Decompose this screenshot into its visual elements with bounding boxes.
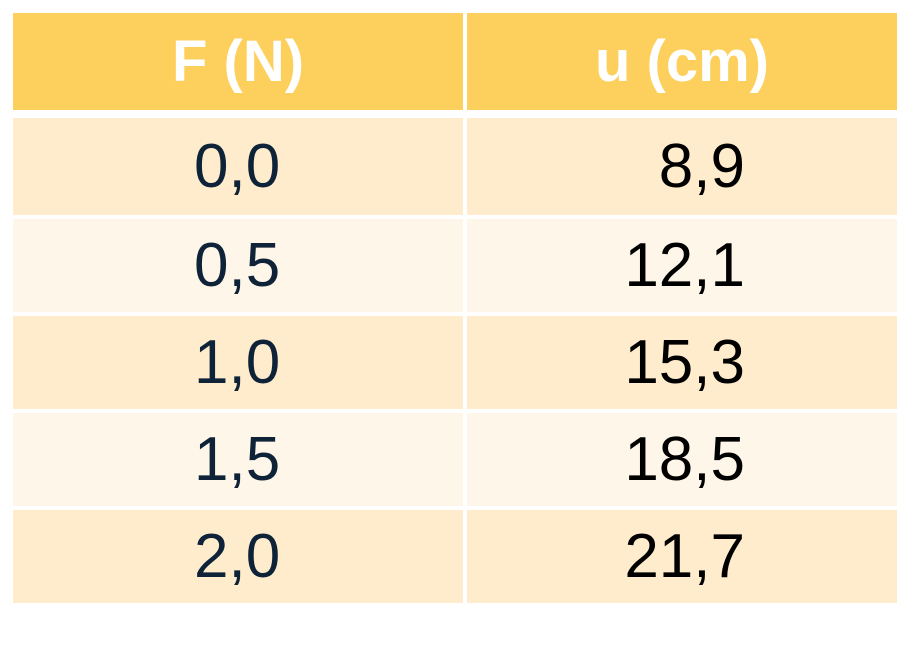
header-extension: u (cm)	[467, 13, 897, 110]
header-force: F (N)	[13, 13, 467, 110]
extension-value: 18,5	[624, 425, 745, 494]
extension-value: 12,1	[624, 231, 745, 300]
table-cell-extension-3: 15,3	[467, 312, 897, 409]
table-cell-force-2: 0,5	[13, 215, 467, 312]
force-value: 0,0	[194, 132, 281, 201]
header-extension-label: u (cm)	[595, 29, 769, 94]
force-value: 0,5	[194, 231, 281, 300]
table-cell-extension-2: 12,1	[467, 215, 897, 312]
table-cell-force-3: 1,0	[13, 312, 467, 409]
header-divider-left	[13, 110, 467, 118]
header-force-label: F (N)	[171, 29, 305, 94]
force-value: 1,5	[194, 425, 281, 494]
table-cell-extension-1: 8,9	[467, 118, 897, 215]
extension-value: 15,3	[624, 328, 745, 397]
header-divider-right	[467, 110, 897, 118]
table-cell-force-4: 1,5	[13, 409, 467, 506]
table-cell-extension-4: 18,5	[467, 409, 897, 506]
extension-value: 8,9	[658, 132, 745, 201]
data-table: F (N) u (cm) 0,0 8,9 0,5 12,1 1,0 15,3 1…	[13, 13, 897, 640]
force-value: 2,0	[194, 522, 281, 591]
table-cell-force-1: 0,0	[13, 118, 467, 215]
extension-value: 21,7	[624, 522, 745, 591]
table-cell-force-5: 2,0	[13, 506, 467, 603]
table-cell-extension-5: 21,7	[467, 506, 897, 603]
force-value: 1,0	[194, 328, 281, 397]
